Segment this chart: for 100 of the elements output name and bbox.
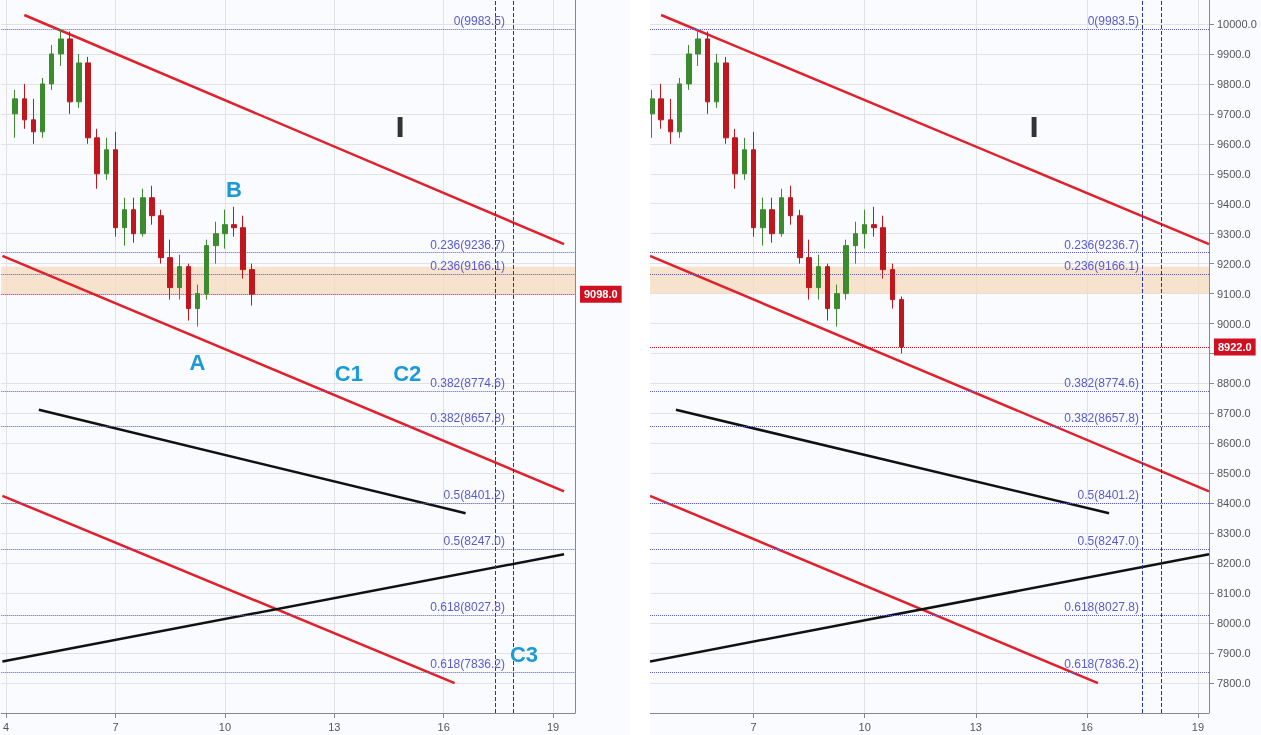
candlestick [67,30,73,115]
y-tick-label: 9200.0 [1217,257,1251,270]
y-tick-label: 8700.0 [1217,407,1251,420]
candlestick [853,221,858,265]
candlestick [658,83,664,130]
candlestick [158,209,164,265]
candlestick [732,128,738,190]
candlestick [22,83,27,130]
candlestick [58,28,64,67]
y-tick-label: 8000.0 [1217,617,1251,630]
x-tick-label: 16 [1080,720,1093,733]
x-tick-label: 13 [969,720,982,733]
candlestick [668,98,673,145]
y-tick-label: 10000.0 [1217,17,1257,30]
x-tick-label: 4 [3,720,10,733]
candlestick [742,137,747,181]
x-tick-label: 7 [112,720,119,733]
candlestick [49,44,54,91]
ref-line-label: 0.236(9236.7) [430,237,505,252]
candlestick [240,215,246,280]
candlestick [104,137,109,181]
candlestick [695,28,701,67]
y-tick-label: 9400.0 [1217,197,1251,210]
candlestick [880,215,886,280]
candlestick [122,197,127,247]
candlestick [131,197,136,244]
annotation: I [395,113,406,143]
candlestick [76,53,82,109]
y-tick-label: 9000.0 [1217,317,1251,330]
candlestick [686,44,692,91]
candlestick [12,89,18,139]
annotation: C3 [509,642,538,668]
x-tick-label: 7 [750,720,757,733]
x-tick-label: 13 [328,720,341,733]
candlestick [797,209,803,265]
ref-line-label: 0.236(9236.7) [1064,237,1139,252]
annotation: B [226,176,242,202]
candlestick [231,206,237,238]
candlestick [779,188,784,238]
y-tick-label: 9300.0 [1217,227,1251,240]
y-tick-label: 8200.0 [1217,557,1251,570]
candlestick [806,239,812,301]
y-tick-label: 8300.0 [1217,527,1251,540]
ref-line-label: 0.618(8027.8) [430,599,505,614]
ref-line-label: 0.5(8401.2) [443,487,505,502]
y-tick-label: 9900.0 [1217,47,1251,60]
candlestick [677,77,682,139]
candlestick [751,131,756,238]
annotation: A [189,349,206,375]
candlestick [899,296,904,354]
ref-line-label: 0.382(8657.8) [430,411,505,426]
candlestick [705,30,710,115]
candlestick [213,221,219,265]
x-tick-label: 16 [437,720,450,733]
y-tick-label: 9600.0 [1217,137,1251,150]
candlestick [769,197,775,244]
y-tick-label: 9100.0 [1217,287,1251,300]
candlestick [760,197,766,247]
candlestick [40,77,45,139]
candlestick [871,206,877,238]
candlestick [195,284,200,328]
candlestick [113,131,118,238]
candlestick [204,239,209,301]
y-tick-label: 8600.0 [1217,437,1251,450]
x-tick-label: 10 [218,720,232,733]
candlestick [85,56,91,145]
candlestick [714,53,719,109]
ref-line-label: 0.236(9166.1) [430,258,505,273]
candlestick [186,263,191,322]
y-tick-label: 8500.0 [1217,467,1251,480]
y-tick-label: 9500.0 [1217,167,1251,180]
ref-line-label: 0(9983.5) [453,13,505,28]
candlestick [94,128,100,190]
candlestick [788,185,793,226]
candlestick [149,185,155,226]
ref-line-label: 0.382(8657.8) [1064,411,1139,426]
candlestick [167,239,173,301]
ref-line-label: 0.382(8774.6) [1064,376,1139,391]
y-tick-label: 7800.0 [1217,677,1251,690]
y-tick-label: 9700.0 [1217,107,1251,120]
y-tick-label: 8400.0 [1217,497,1251,510]
ref-line-label: 0(9983.5) [1087,13,1139,28]
y-tick-label: 9800.0 [1217,77,1251,90]
ref-line-label: 0.618(7836.2) [430,657,505,672]
candlestick [862,209,867,250]
x-tick-label: 19 [1191,720,1205,733]
candlestick [249,263,255,307]
ref-line-label: 0.5(8247.0) [1077,534,1139,549]
candlestick [177,254,182,301]
candlestick [140,188,146,238]
annotation: C2 [393,361,422,387]
candlestick [650,89,655,139]
ref-line-label: 9098.0 [584,288,618,301]
candlestick [834,284,840,328]
x-tick-label: 19 [546,720,560,733]
y-tick-label: 8100.0 [1217,587,1251,600]
candlestick [816,254,821,301]
candlestick [843,239,849,301]
ref-line-label: 0.236(9166.1) [1064,258,1139,273]
candlestick [31,98,36,145]
